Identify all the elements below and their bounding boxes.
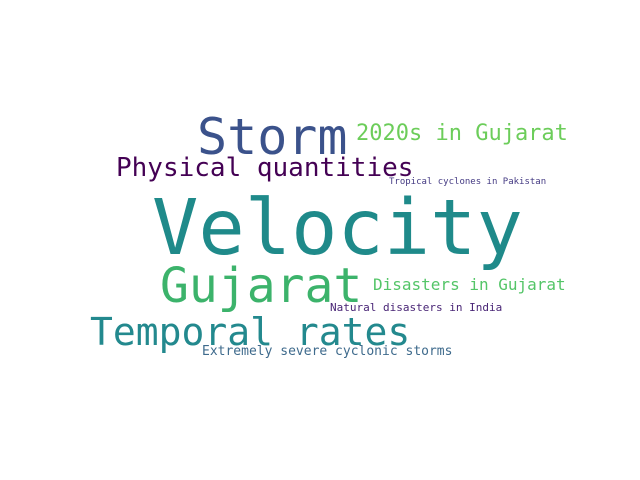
word-velocity: Velocity xyxy=(152,184,523,273)
word-natural-disasters-in-india: Natural disasters in India xyxy=(330,301,503,314)
word-extremely-severe-cyclonic-storms: Extremely severe cyclonic storms xyxy=(202,344,453,359)
word-2020s-in-gujarat: 2020s in Gujarat xyxy=(356,121,568,146)
word-temporal-rates: Temporal rates xyxy=(90,310,411,354)
word-disasters-in-gujarat: Disasters in Gujarat xyxy=(373,275,566,294)
word-tropical-cyclones-in-pakistan: Tropical cyclones in Pakistan xyxy=(389,177,547,187)
word-gujarat: Gujarat xyxy=(160,258,363,314)
word-physical-quantities: Physical quantities xyxy=(116,153,414,183)
word-storm: Storm xyxy=(197,108,348,166)
